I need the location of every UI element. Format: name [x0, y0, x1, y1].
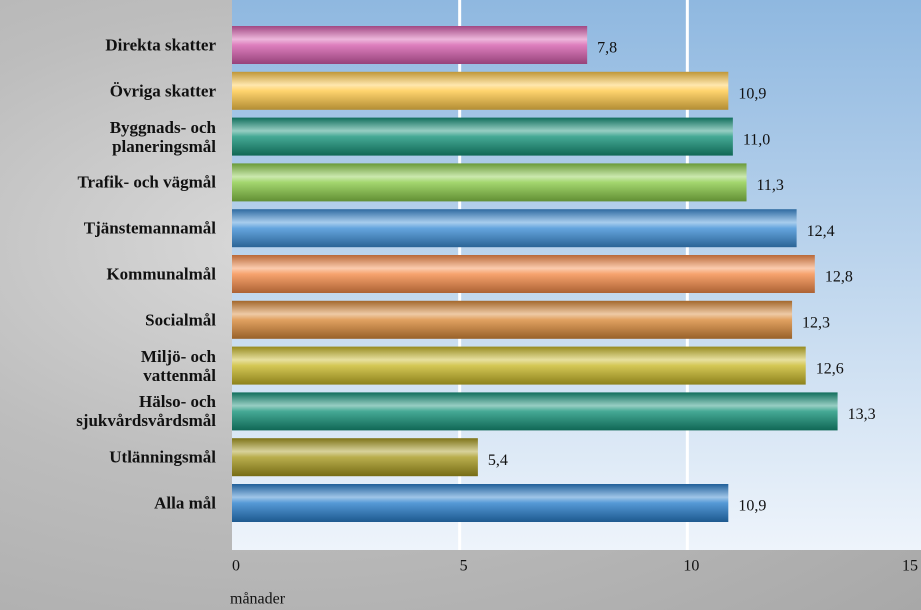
bar: [232, 117, 733, 156]
bar: [232, 346, 806, 385]
value-label: 12,3: [802, 314, 830, 331]
x-tick-label: 0: [232, 558, 240, 575]
y-tick-label: Hälso- och sjukvårdsvårdsmål: [76, 392, 216, 431]
x-tick-label: 5: [460, 558, 468, 575]
bar: [232, 163, 747, 202]
bar: [232, 438, 478, 477]
y-tick-label: Övriga skatter: [109, 81, 216, 101]
y-tick-label: Utlänningsmål: [109, 447, 216, 467]
value-label: 11,3: [757, 177, 784, 194]
value-label: 12,8: [825, 269, 853, 286]
x-tick-label: 10: [683, 558, 699, 575]
value-label: 10,9: [738, 498, 766, 515]
bar: [232, 255, 815, 293]
value-label: 12,6: [816, 360, 844, 377]
value-label: 11,0: [743, 131, 770, 148]
value-label: 12,4: [807, 223, 835, 240]
bar: [232, 209, 797, 248]
y-tick-label: Direkta skatter: [105, 35, 216, 55]
y-tick-label: Socialmål: [145, 310, 216, 330]
y-tick-label: Trafik- och vägmål: [77, 172, 216, 192]
y-tick-label: Miljö- och vattenmål: [140, 346, 216, 385]
y-tick-label: Kommunalmål: [106, 264, 216, 284]
value-label: 7,8: [597, 40, 617, 57]
bar: [232, 26, 588, 64]
value-label: 13,3: [848, 406, 876, 423]
y-tick-label: Tjänstemannamål: [83, 218, 216, 238]
bar: [232, 71, 729, 110]
x-tick-label: 15: [902, 558, 918, 575]
x-axis-label: månader: [230, 591, 286, 608]
y-tick-label: Alla mål: [154, 493, 216, 513]
bar: [232, 392, 838, 431]
value-label: 10,9: [738, 85, 766, 102]
bar: [232, 484, 729, 522]
bar: [232, 300, 793, 339]
y-tick-label: Byggnads- och planeringsmål: [109, 117, 216, 156]
value-label: 5,4: [488, 452, 508, 469]
